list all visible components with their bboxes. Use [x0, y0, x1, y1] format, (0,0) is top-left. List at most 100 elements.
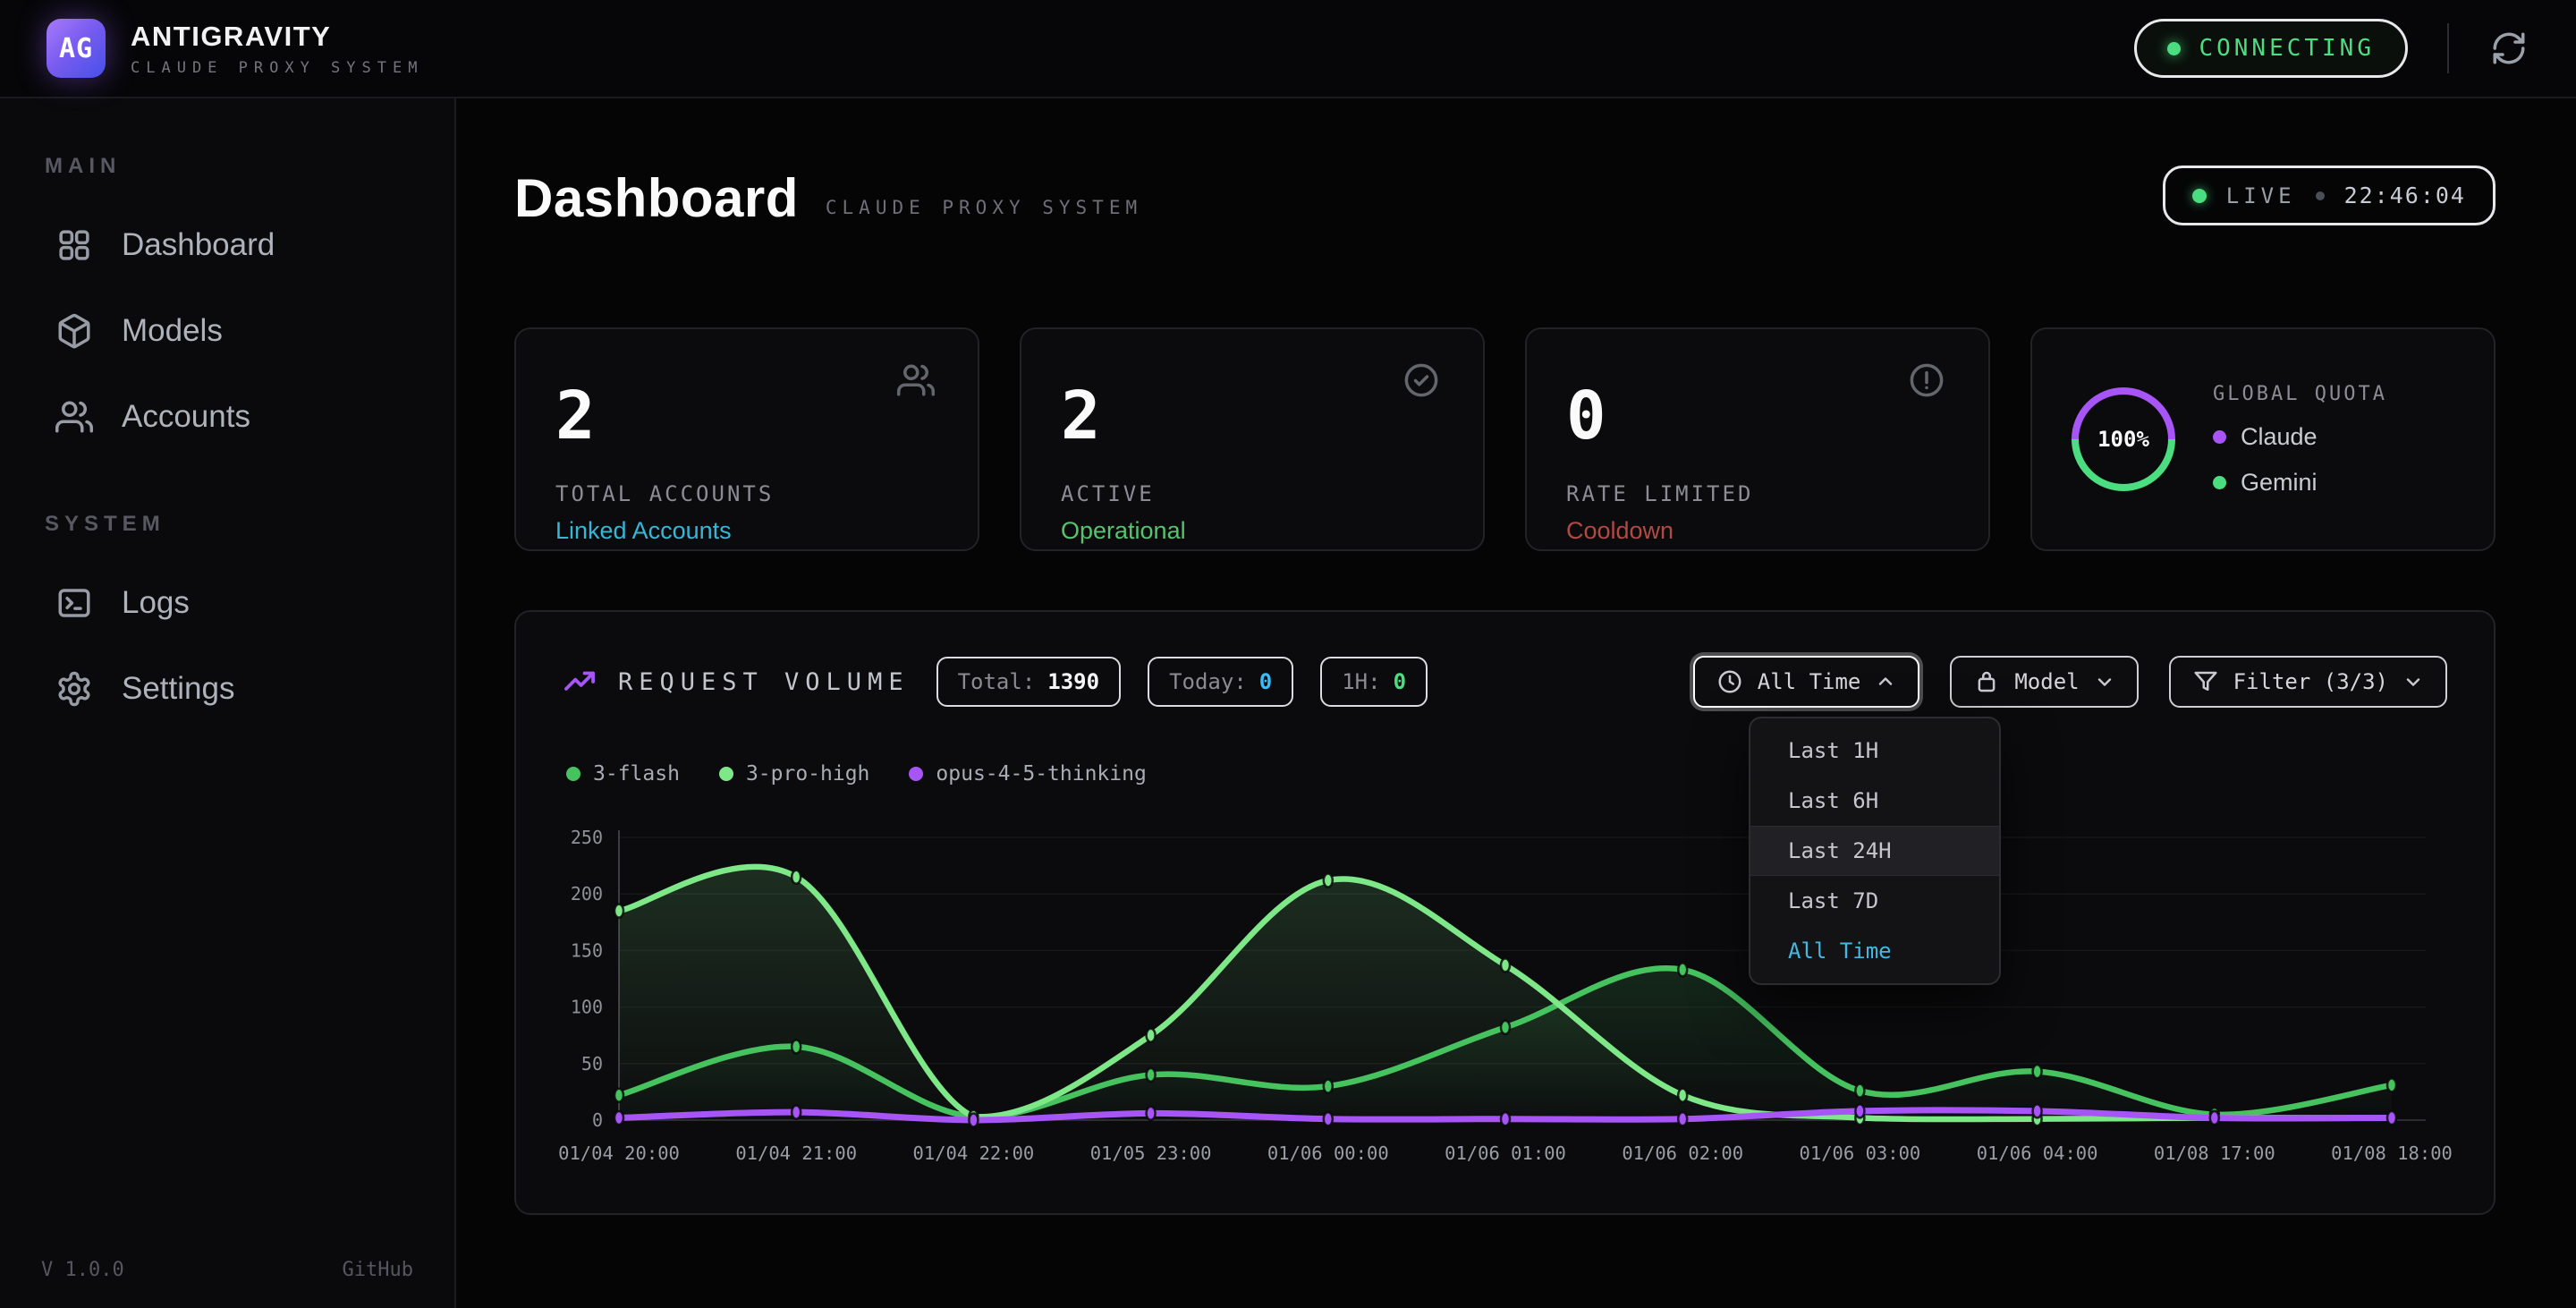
chart-title: REQUEST VOLUME — [618, 668, 910, 696]
check-circle-icon — [1402, 361, 1440, 399]
stat-sublabel: Operational — [1061, 517, 1444, 545]
legend-item-3-flash: 3-flash — [566, 762, 680, 786]
sidebar: MAIN Dashboard Models Accounts SYSTEM — [0, 98, 456, 1308]
sidebar-item-accounts[interactable]: Accounts — [41, 374, 413, 460]
svg-text:250: 250 — [571, 827, 603, 848]
svg-text:01/06 02:00: 01/06 02:00 — [1622, 1142, 1743, 1164]
today-requests-badge: Today: 0 — [1148, 657, 1293, 707]
funnel-icon — [2192, 668, 2219, 695]
users-icon — [897, 361, 935, 399]
svg-text:150: 150 — [571, 939, 603, 961]
sidebar-item-label: Accounts — [122, 399, 250, 435]
connection-status-label: CONNECTING — [2199, 35, 2375, 62]
cube-icon — [55, 312, 93, 350]
legend-dot-icon — [909, 767, 923, 781]
live-dot-icon — [2192, 189, 2207, 203]
svg-text:01/08 17:00: 01/08 17:00 — [2154, 1142, 2275, 1164]
github-link[interactable]: GitHub — [343, 1259, 413, 1281]
sidebar-item-dashboard[interactable]: Dashboard — [41, 202, 413, 288]
app-logo: AG — [47, 19, 106, 78]
model-dropdown-button[interactable]: Model — [1950, 656, 2138, 708]
legend-dot-icon — [566, 767, 580, 781]
menu-item-all-time[interactable]: All Time — [1750, 926, 1999, 976]
stat-value: 2 — [1061, 383, 1444, 449]
stat-label: TOTAL ACCOUNTS — [555, 481, 938, 506]
hour-requests-badge: 1H: 0 — [1320, 657, 1428, 707]
svg-text:01/06 03:00: 01/06 03:00 — [1800, 1142, 1921, 1164]
menu-item-last-7d[interactable]: Last 7D — [1750, 876, 1999, 926]
time-range-dropdown-button[interactable]: All Time — [1693, 656, 1920, 708]
legend-item-3-pro-high: 3-pro-high — [719, 762, 869, 786]
stat-sublabel: Linked Accounts — [555, 517, 938, 545]
app-header: AG ANTIGRAVITY CLAUDE PROXY SYSTEM CONNE… — [0, 0, 2576, 98]
stat-card-global-quota: 100% GLOBAL QUOTA Claude Gemini — [2030, 327, 2496, 551]
gear-icon — [55, 670, 93, 708]
request-volume-card: REQUEST VOLUME Total: 1390 Today: 0 1H: … — [514, 610, 2496, 1215]
users-icon — [55, 398, 93, 436]
chevron-up-icon — [1875, 671, 1896, 692]
claude-dot-icon — [2213, 430, 2226, 444]
svg-text:01/06 00:00: 01/06 00:00 — [1267, 1142, 1389, 1164]
svg-text:50: 50 — [581, 1053, 603, 1074]
clock-value: 22:46:04 — [2344, 183, 2466, 208]
sidebar-item-settings[interactable]: Settings — [41, 646, 413, 732]
svg-text:01/05 23:00: 01/05 23:00 — [1090, 1142, 1212, 1164]
svg-text:01/04 22:00: 01/04 22:00 — [913, 1142, 1035, 1164]
time-range-menu: Last 1H Last 6H Last 24H Last 7D All Tim… — [1749, 717, 2001, 985]
svg-text:100: 100 — [571, 997, 603, 1018]
page-subtitle: CLAUDE PROXY SYSTEM — [826, 197, 1142, 218]
quota-percent: 100% — [2068, 384, 2179, 495]
svg-text:01/04 21:00: 01/04 21:00 — [735, 1142, 857, 1164]
total-requests-badge: Total: 1390 — [936, 657, 1122, 707]
status-dot-icon — [2167, 42, 2181, 55]
header-divider — [2447, 23, 2449, 73]
svg-text:200: 200 — [571, 883, 603, 905]
menu-item-last-6h[interactable]: Last 6H — [1750, 776, 1999, 826]
stat-card-rate-limited: 0 RATE LIMITED Cooldown — [1525, 327, 1990, 551]
stat-sublabel: Cooldown — [1566, 517, 1949, 545]
stat-card-total-accounts: 2 TOTAL ACCOUNTS Linked Accounts — [514, 327, 979, 551]
live-label: LIVE — [2226, 183, 2296, 208]
connection-status-badge: CONNECTING — [2134, 19, 2408, 78]
sidebar-section-system: SYSTEM — [45, 512, 413, 537]
sidebar-item-label: Settings — [122, 671, 234, 707]
separator-dot-icon — [2316, 191, 2325, 200]
main-content: Dashboard CLAUDE PROXY SYSTEM LIVE 22:46… — [456, 98, 2576, 1308]
sidebar-item-logs[interactable]: Logs — [41, 560, 413, 646]
sidebar-item-label: Dashboard — [122, 227, 275, 263]
legend-item-opus-4-5-thinking: opus-4-5-thinking — [909, 762, 1146, 786]
gemini-dot-icon — [2213, 476, 2226, 489]
page-title: Dashboard — [514, 167, 799, 229]
stat-label: RATE LIMITED — [1566, 481, 1949, 506]
grid-icon — [55, 226, 93, 264]
refresh-button[interactable] — [2488, 28, 2529, 69]
quota-provider-claude: Claude — [2213, 423, 2387, 451]
chevron-down-icon — [2094, 671, 2115, 692]
sidebar-item-models[interactable]: Models — [41, 288, 413, 374]
refresh-icon — [2490, 30, 2528, 67]
live-status-badge: LIVE 22:46:04 — [2163, 166, 2496, 225]
svg-text:01/04 20:00: 01/04 20:00 — [558, 1142, 680, 1164]
svg-text:01/06 01:00: 01/06 01:00 — [1445, 1142, 1566, 1164]
sidebar-item-label: Models — [122, 313, 223, 349]
filter-dropdown-button[interactable]: Filter (3/3) — [2169, 656, 2447, 708]
app-tagline: CLAUDE PROXY SYSTEM — [131, 59, 423, 77]
svg-text:0: 0 — [592, 1109, 603, 1131]
menu-item-last-24h[interactable]: Last 24H — [1750, 826, 1999, 876]
clock-icon — [1716, 668, 1743, 695]
stat-value: 0 — [1566, 383, 1949, 449]
svg-text:01/08 18:00: 01/08 18:00 — [2331, 1142, 2453, 1164]
quota-label: GLOBAL QUOTA — [2213, 383, 2387, 405]
terminal-icon — [55, 584, 93, 622]
svg-text:01/06 04:00: 01/06 04:00 — [1977, 1142, 2098, 1164]
model-icon — [1973, 668, 2000, 695]
chevron-down-icon — [2402, 671, 2424, 692]
legend-dot-icon — [719, 767, 733, 781]
menu-item-last-1h[interactable]: Last 1H — [1750, 726, 1999, 776]
stat-label: ACTIVE — [1061, 481, 1444, 506]
quota-provider-gemini: Gemini — [2213, 469, 2387, 497]
app-name: ANTIGRAVITY — [131, 21, 423, 53]
sidebar-section-main: MAIN — [45, 154, 413, 179]
trending-up-icon — [563, 665, 597, 699]
app-version: V 1.0.0 — [41, 1259, 124, 1281]
